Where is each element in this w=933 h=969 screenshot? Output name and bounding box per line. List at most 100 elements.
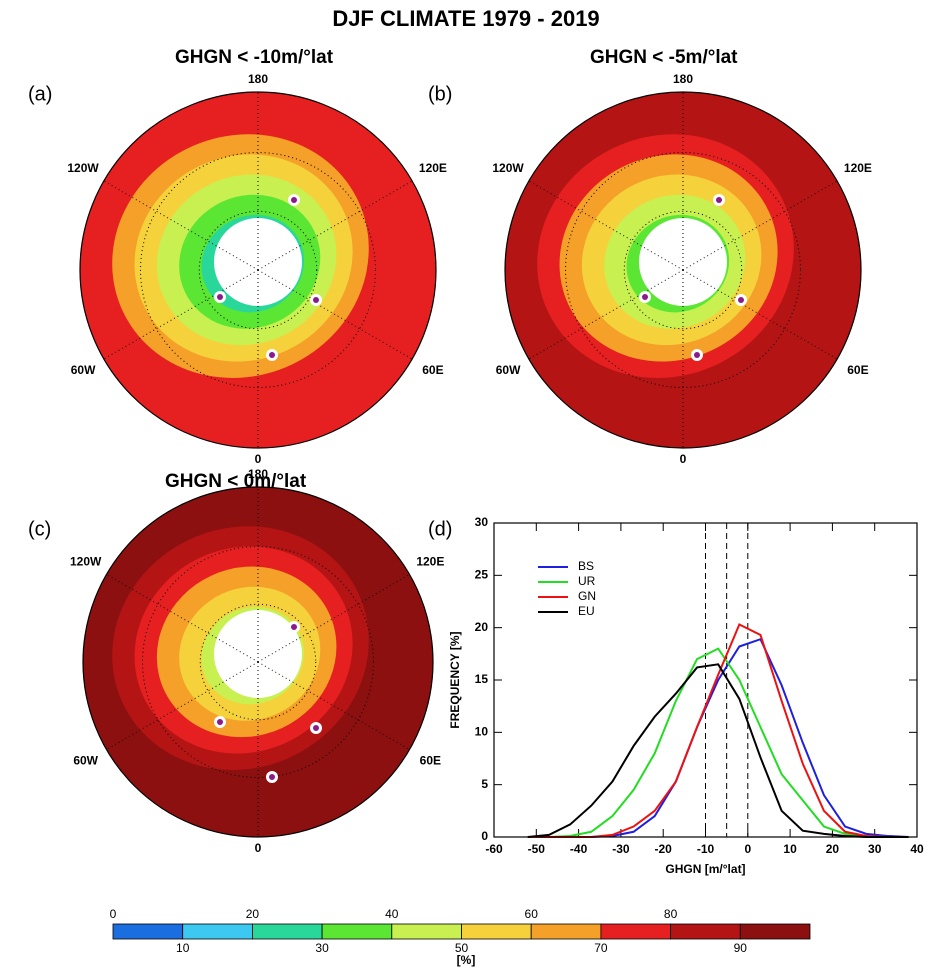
- meridian: [528, 269, 684, 360]
- x-axis-label: GHGN [m/°lat]: [665, 862, 745, 876]
- colorbar-tick-label: 40: [385, 907, 399, 921]
- panel-label: (d): [428, 518, 452, 540]
- legend-label: EU: [578, 604, 595, 618]
- latitude-circle: [199, 603, 317, 721]
- colorbar-box: [182, 923, 253, 940]
- meridian: [682, 269, 838, 360]
- legend-label: GN: [578, 589, 596, 603]
- map-border: [82, 486, 434, 838]
- x-tick-label: 40: [910, 842, 924, 856]
- region-marker-dot: [738, 297, 744, 303]
- legend-label: BS: [578, 559, 594, 573]
- series-line: [527, 647, 909, 838]
- longitude-label: 60W: [496, 363, 521, 377]
- region-marker-dot: [313, 297, 319, 303]
- colorbar-box: [461, 923, 532, 940]
- longitude-label: 180: [248, 72, 268, 86]
- longitude-label: 0: [255, 841, 262, 855]
- longitude-label: 180: [248, 467, 268, 481]
- figure-title: DJF CLIMATE 1979 - 2019: [332, 6, 599, 31]
- latitude-circle: [142, 546, 374, 778]
- colorbar-box: [112, 923, 184, 940]
- longitude-label: 120W: [70, 555, 102, 569]
- colorbar-box: [670, 923, 741, 940]
- longitude-label: 60E: [847, 363, 868, 377]
- map-field: [83, 487, 433, 837]
- colorbar-tick-label: 30: [315, 941, 329, 955]
- region-marker-dot: [291, 624, 297, 630]
- longitude-label: 120E: [419, 161, 447, 175]
- region-marker-dot: [694, 352, 700, 358]
- meridian: [528, 180, 684, 271]
- colorbar-box: [391, 923, 462, 940]
- latitude-circle: [198, 210, 318, 330]
- series-line: [527, 637, 909, 838]
- longitude-label: 0: [680, 452, 687, 466]
- y-tick-label: 25: [475, 568, 489, 582]
- colorbar-tick-label: 90: [734, 941, 748, 955]
- y-tick-label: 10: [475, 725, 489, 739]
- colorbar-box: [739, 923, 811, 940]
- colorbar-box: [251, 923, 323, 940]
- longitude-label: 0: [255, 452, 262, 466]
- region-marker-dot: [716, 197, 722, 203]
- region-marker-dot: [313, 725, 319, 731]
- latitude-circle: [565, 152, 801, 388]
- series-line: [527, 663, 909, 838]
- x-tick-label: -40: [570, 842, 588, 856]
- longitude-label: 60E: [422, 363, 443, 377]
- x-tick-label: 30: [868, 842, 882, 856]
- map-border: [504, 91, 862, 449]
- region-marker-dot: [217, 719, 223, 725]
- region-marker-dot: [269, 774, 275, 780]
- longitude-label: 120E: [416, 555, 444, 569]
- colorbar-box: [321, 923, 393, 940]
- map-field: [505, 92, 861, 448]
- series-line: [527, 623, 909, 838]
- panel-label: (b): [428, 83, 452, 105]
- map-border: [79, 91, 437, 449]
- latitude-circle: [623, 210, 743, 330]
- meridian: [103, 269, 259, 360]
- longitude-label: 120W: [67, 161, 99, 175]
- longitude-label: 60W: [73, 754, 98, 768]
- panel-label: (a): [28, 83, 52, 105]
- x-tick-label: 20: [826, 842, 840, 856]
- x-tick-label: -30: [612, 842, 630, 856]
- longitude-label: 60E: [420, 754, 441, 768]
- x-tick-label: -50: [528, 842, 546, 856]
- x-tick-label: 0: [744, 842, 751, 856]
- meridian: [103, 180, 259, 271]
- colorbar-tick-label: 50: [455, 941, 469, 955]
- region-marker-dot: [269, 352, 275, 358]
- map-field: [80, 92, 436, 448]
- y-tick-label: 15: [475, 672, 489, 686]
- y-tick-label: 20: [475, 620, 489, 634]
- meridian: [257, 269, 413, 360]
- map-title: GHGN < -5m/°lat: [590, 47, 738, 68]
- longitude-label: 120E: [844, 161, 872, 175]
- colorbar-tick-label: 10: [176, 941, 190, 955]
- y-tick-label: 30: [475, 515, 489, 529]
- colorbar-label: [%]: [457, 953, 476, 967]
- longitude-label: 180: [673, 72, 693, 86]
- longitude-label: 120W: [492, 161, 524, 175]
- region-marker-dot: [291, 197, 297, 203]
- colorbar-tick-label: 80: [664, 907, 678, 921]
- panel-label: (c): [28, 518, 51, 540]
- plot-frame: [493, 522, 918, 838]
- meridian: [682, 180, 838, 271]
- y-tick-label: 5: [481, 777, 488, 791]
- colorbar-tick-label: 0: [110, 907, 117, 921]
- colorbar-box: [600, 923, 672, 940]
- legend-label: UR: [578, 574, 596, 588]
- x-tick-label: -60: [485, 842, 503, 856]
- map-title: GHGN < -10m/°lat: [175, 47, 334, 68]
- y-axis-label: FREQUENCY [%]: [448, 631, 462, 728]
- colorbar-tick-label: 20: [246, 907, 260, 921]
- region-marker-dot: [217, 294, 223, 300]
- map-title: GHGN < 0m/°lat: [165, 471, 307, 492]
- region-marker-dot: [642, 294, 648, 300]
- x-tick-label: -20: [655, 842, 673, 856]
